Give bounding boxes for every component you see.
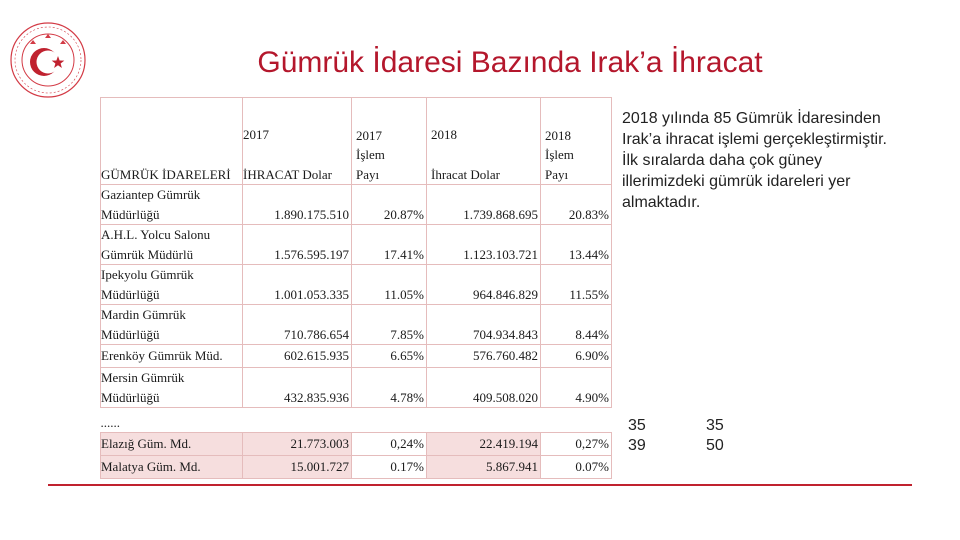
rank-value: 35: [706, 417, 724, 434]
header-share-2018-l1: İşlem: [545, 147, 574, 162]
rank-value: 39: [628, 437, 646, 454]
row-share-2018: 0,27%: [540, 432, 612, 456]
customs-export-table: GÜMRÜK İDARELERİ 2017 İHRACAT Dolar 2017…: [100, 97, 612, 479]
row-share-2017: 6.65%: [351, 344, 427, 368]
row-share-2018: 13.44%: [540, 224, 612, 265]
header-share-2017-l1: İşlem: [356, 147, 385, 162]
row-customs-name: Elazığ Güm. Md.: [100, 432, 243, 456]
row-name-line2: Müdürlüğü: [101, 389, 160, 405]
row-share-2018: 20.83%: [540, 184, 612, 225]
row-customs-name: Ipekyolu Gümrük Müdürlüğü: [100, 264, 243, 305]
table-row: Ipekyolu Gümrük Müdürlüğü 1.001.053.335 1…: [100, 264, 612, 305]
row-export-2017: 1.890.175.510: [242, 184, 352, 225]
rank-column-a: 35 39: [628, 416, 646, 456]
row-name-line1: Mersin Gümrük: [101, 370, 185, 385]
summary-note: 2018 yılında 85 Gümrük İdaresinden Irak’…: [622, 110, 887, 211]
row-export-2018: 5.867.941: [426, 455, 541, 479]
row-name-line2: Müdürlüğü: [101, 206, 160, 222]
row-export-2017: 15.001.727: [242, 455, 352, 479]
row-share-2017: 11.05%: [351, 264, 427, 305]
row-share-2018: 0.07%: [540, 455, 612, 479]
row-name-line2: Gümrük Müdürlü: [101, 246, 194, 262]
rank-value: 50: [706, 437, 724, 454]
row-export-2018: 22.419.194: [426, 432, 541, 456]
row-share-2017: 20.87%: [351, 184, 427, 225]
row-name-line1: Ipekyolu Gümrük: [101, 267, 194, 282]
ellipsis-row: ......: [101, 408, 612, 433]
row-share-2017: 0.17%: [351, 455, 427, 479]
row-share-2018: 11.55%: [540, 264, 612, 305]
rank-value: 35: [628, 417, 646, 434]
table-row: Elazığ Güm. Md. 21.773.003 0,24% 22.419.…: [100, 432, 612, 456]
header-export-2017: 2017 İHRACAT Dolar: [242, 97, 352, 185]
ellipsis-text: ......: [100, 414, 121, 430]
row-customs-name: Malatya Güm. Md.: [100, 455, 243, 479]
header-export-2017-year: 2017: [243, 127, 269, 142]
table-row: Gaziantep Gümrük Müdürlüğü 1.890.175.510 …: [100, 184, 612, 225]
row-customs-name: Mersin Gümrük Müdürlüğü: [100, 367, 243, 408]
header-share-2018-l2: Payı: [545, 166, 569, 182]
page-title: Gümrük İdaresi Bazında Irak’a İhracat: [257, 46, 763, 79]
row-name-line1: Gaziantep Gümrük: [101, 187, 201, 202]
row-export-2018: 1.123.103.721: [426, 224, 541, 265]
crescent-star-seal-icon: [10, 22, 86, 98]
row-share-2017: 0,24%: [351, 432, 427, 456]
row-export-2017: 602.615.935: [242, 344, 352, 368]
header-share-2017-year: 2017: [356, 127, 382, 143]
table-row: Mardin Gümrük Müdürlüğü 710.786.654 7.85%…: [100, 304, 612, 345]
row-share-2018: 6.90%: [540, 344, 612, 368]
header-share-2018-year: 2018: [545, 127, 571, 143]
table-row: Erenköy Gümrük Müd. 602.615.935 6.65% 57…: [100, 344, 612, 368]
row-name-line2: Müdürlüğü: [101, 286, 160, 302]
header-share-2018: 2018 İşlem Payı: [540, 97, 612, 185]
rank-column-b: 35 50: [706, 416, 724, 456]
header-export-2018-year: 2018: [431, 127, 457, 142]
row-share-2018: 4.90%: [540, 367, 612, 408]
table-header-row: GÜMRÜK İDARELERİ 2017 İHRACAT Dolar 2017…: [100, 97, 612, 185]
row-export-2017: 432.835.936: [242, 367, 352, 408]
row-name-line1: A.H.L. Yolcu Salonu: [101, 227, 211, 242]
row-export-2018: 576.760.482: [426, 344, 541, 368]
row-share-2017: 4.78%: [351, 367, 427, 408]
row-name-line2: Müdürlüğü: [101, 326, 160, 342]
row-share-2017: 17.41%: [351, 224, 427, 265]
row-customs-name: A.H.L. Yolcu Salonu Gümrük Müdürlü: [100, 224, 243, 265]
footer-divider: [48, 484, 912, 486]
row-export-2018: 964.846.829: [426, 264, 541, 305]
row-share-2018: 8.44%: [540, 304, 612, 345]
row-export-2017: 1.576.595.197: [242, 224, 352, 265]
header-share-2017-l2: Payı: [356, 166, 380, 182]
row-export-2017: 1.001.053.335: [242, 264, 352, 305]
table-row: Mersin Gümrük Müdürlüğü 432.835.936 4.78%…: [100, 367, 612, 408]
row-name-line1: Mardin Gümrük: [101, 307, 186, 322]
table-row: Malatya Güm. Md. 15.001.727 0.17% 5.867.…: [100, 455, 612, 479]
row-customs-name: Gaziantep Gümrük Müdürlüğü: [100, 184, 243, 225]
row-share-2017: 7.85%: [351, 304, 427, 345]
row-customs-name: Erenköy Gümrük Müd.: [100, 344, 243, 368]
row-export-2017: 710.786.654: [242, 304, 352, 345]
header-export-2018: 2018 İhracat Dolar: [426, 97, 541, 185]
row-export-2018: 1.739.868.695: [426, 184, 541, 225]
header-share-2017: 2017 İşlem Payı: [351, 97, 427, 185]
header-export-2017-label: İHRACAT Dolar: [243, 166, 332, 182]
row-export-2017: 21.773.003: [242, 432, 352, 456]
row-customs-name: Mardin Gümrük Müdürlüğü: [100, 304, 243, 345]
row-export-2018: 409.508.020: [426, 367, 541, 408]
table-row: A.H.L. Yolcu Salonu Gümrük Müdürlü 1.576.…: [100, 224, 612, 265]
row-export-2018: 704.934.843: [426, 304, 541, 345]
header-customs: GÜMRÜK İDARELERİ: [100, 97, 243, 185]
header-export-2018-label: İhracat Dolar: [431, 166, 500, 182]
